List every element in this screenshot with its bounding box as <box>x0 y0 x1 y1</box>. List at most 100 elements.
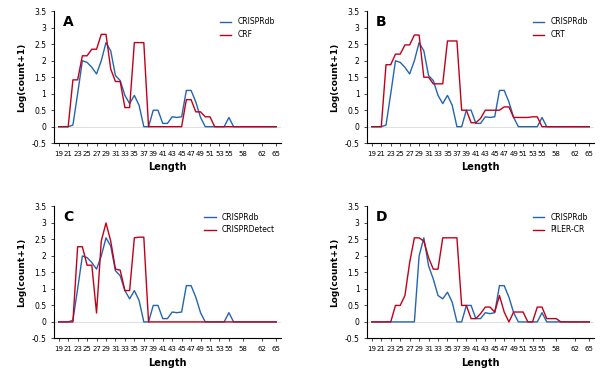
CRISPRdb <box>472 121 479 126</box>
CRT <box>439 82 446 86</box>
CRISPRdb <box>254 320 261 324</box>
CRISPRdb <box>202 320 209 324</box>
CRISPRdb <box>211 124 218 129</box>
CRISPRdb <box>458 320 465 324</box>
CRT <box>553 124 560 129</box>
Y-axis label: Log(count+1): Log(count+1) <box>330 42 339 112</box>
PILER-CR <box>548 316 555 321</box>
CRISPRdb <box>103 236 110 240</box>
CRISPRDetect <box>211 320 218 324</box>
CRISPRdb <box>411 59 418 63</box>
CRISPRDetect <box>272 320 280 324</box>
CRT <box>387 62 394 67</box>
CRF <box>107 67 115 71</box>
CRISPRdb <box>520 320 527 324</box>
PILER-CR <box>368 320 376 324</box>
CRISPRdb <box>416 40 423 45</box>
PILER-CR <box>510 310 517 314</box>
CRT <box>458 108 465 112</box>
CRT <box>567 124 574 129</box>
CRISPRdb <box>60 320 67 324</box>
CRISPRDetect <box>93 311 100 315</box>
CRISPRdb <box>98 254 105 258</box>
CRISPRdb <box>272 124 280 129</box>
CRISPRdb <box>420 49 427 53</box>
CRISPRDetect <box>221 320 228 324</box>
CRT <box>430 82 437 86</box>
CRF <box>268 124 275 129</box>
CRISPRdb <box>159 316 166 321</box>
CRF <box>249 124 256 129</box>
PILER-CR <box>581 320 588 324</box>
Line: CRISPRdb: CRISPRdb <box>59 42 276 127</box>
CRF <box>149 124 157 129</box>
CRISPRDetect <box>116 268 124 272</box>
CRISPRDetect <box>83 263 91 267</box>
CRF <box>197 109 204 114</box>
CRISPRdb <box>529 124 536 129</box>
PILER-CR <box>373 320 380 324</box>
CRISPRdb <box>430 277 437 281</box>
CRISPRDetect <box>254 320 261 324</box>
CRISPRdb <box>249 320 256 324</box>
CRISPRdb <box>467 108 475 112</box>
CRISPRDetect <box>88 263 95 267</box>
CRISPRdb <box>83 60 91 65</box>
CRISPRdb <box>533 320 541 324</box>
CRISPRdb <box>239 124 247 129</box>
CRISPRdb <box>397 60 404 65</box>
CRISPRdb <box>420 236 427 240</box>
CRISPRdb <box>244 124 251 129</box>
CRF <box>70 77 77 82</box>
CRISPRDetect <box>206 320 214 324</box>
CRISPRDetect <box>74 244 81 249</box>
CRISPRDetect <box>249 320 256 324</box>
PILER-CR <box>467 316 475 321</box>
CRISPRdb <box>496 284 503 288</box>
CRT <box>373 124 380 129</box>
CRISPRdb <box>225 311 232 315</box>
CRISPRDetect <box>60 320 67 324</box>
CRF <box>55 124 62 129</box>
CRISPRdb <box>411 320 418 324</box>
CRISPRdb <box>235 320 242 324</box>
CRISPRdb <box>557 124 565 129</box>
PILER-CR <box>397 303 404 308</box>
CRF <box>225 124 232 129</box>
CRISPRdb <box>571 320 578 324</box>
CRT <box>449 39 456 43</box>
PILER-CR <box>482 305 489 309</box>
CRISPRDetect <box>145 320 152 324</box>
CRISPRdb <box>472 316 479 321</box>
CRF <box>126 105 133 110</box>
CRISPRdb <box>449 300 456 305</box>
CRISPRdb <box>581 124 588 129</box>
X-axis label: Length: Length <box>148 162 187 172</box>
CRISPRdb <box>533 124 541 129</box>
CRISPRdb <box>567 124 574 129</box>
CRISPRdb <box>103 40 110 45</box>
PILER-CR <box>434 267 442 271</box>
Text: C: C <box>63 211 73 224</box>
PILER-CR <box>496 293 503 298</box>
CRISPRdb <box>254 124 261 129</box>
CRF <box>83 53 91 58</box>
CRISPRdb <box>487 115 494 120</box>
Line: CRISPRdb: CRISPRdb <box>59 238 276 322</box>
CRISPRdb <box>510 311 517 315</box>
CRISPRdb <box>221 320 228 324</box>
CRISPRdb <box>169 310 176 314</box>
CRF <box>116 79 124 84</box>
CRISPRdb <box>74 287 81 291</box>
CRISPRdb <box>482 311 489 315</box>
CRISPRdb <box>377 320 385 324</box>
CRISPRdb <box>140 124 148 129</box>
CRISPRdb <box>65 124 72 129</box>
CRT <box>420 75 427 79</box>
CRT <box>491 108 499 112</box>
CRT <box>477 116 484 121</box>
CRF <box>239 124 247 129</box>
CRISPRdb <box>93 72 100 76</box>
CRISPRdb <box>392 320 399 324</box>
CRISPRdb <box>368 124 376 129</box>
